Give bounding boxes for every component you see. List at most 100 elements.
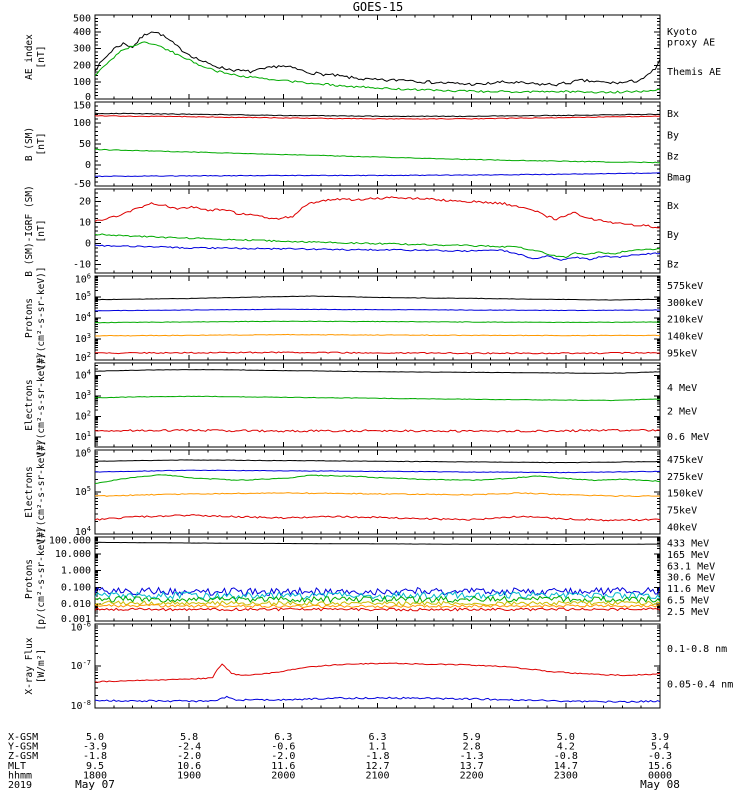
panel-border bbox=[94, 362, 661, 448]
y-axis-ticks bbox=[95, 623, 660, 709]
x-axis-ticks bbox=[94, 363, 661, 447]
legend-bz: Bz bbox=[667, 152, 679, 163]
panel-b-igrf: -10 0 10 20 B (SM)-IGRF (SM) [nT] Bx By Bz bbox=[24, 185, 679, 277]
series-95kev bbox=[95, 295, 660, 301]
panel-border bbox=[94, 14, 661, 100]
y-tick-label: 0.100 bbox=[61, 582, 91, 593]
y-axis-label: [p/(cm²-s-sr-keV)] bbox=[36, 528, 47, 631]
series-300kev bbox=[95, 333, 660, 337]
y-tick-label: 200 bbox=[73, 60, 91, 71]
legend-75kev: 75keV bbox=[667, 505, 697, 516]
series-75kev bbox=[95, 469, 660, 474]
y-tick-label: -10 bbox=[73, 260, 91, 271]
legend-95kev: 95keV bbox=[667, 348, 697, 359]
legend-2.5-mev: 2.5 MeV bbox=[667, 607, 709, 618]
y-axis-ticks bbox=[95, 101, 660, 187]
y-tick-label: 105 bbox=[75, 485, 91, 498]
footer-value-y-gsm-6: 5.4 bbox=[651, 742, 669, 753]
series-themis-ae bbox=[95, 31, 660, 87]
legend-proxy-ae: proxy AE bbox=[667, 38, 715, 49]
series-40kev bbox=[95, 459, 660, 464]
footer-value-x-gsm-2: 6.3 bbox=[274, 732, 292, 743]
legend-bmag: Bmag bbox=[667, 173, 691, 184]
legend-63.1-mev: 63.1 MeV bbox=[667, 561, 715, 572]
footer-value-x-gsm-0: 5.0 bbox=[86, 732, 104, 743]
y-axis-label: B (SM) bbox=[24, 127, 35, 161]
footer-value-hhmm-4: 2200 bbox=[460, 770, 484, 781]
panel-protons-kev: 102 103 104 105 106 Protons [#/(cm²-s-sr-keV)]… bbox=[24, 267, 703, 370]
legend-150kev: 150keV bbox=[667, 489, 703, 500]
y-tick-label: 500 bbox=[73, 14, 91, 25]
y-tick-label: 106 bbox=[75, 273, 91, 286]
series-30.6-mev bbox=[95, 595, 660, 604]
y-tick-label: 10-6 bbox=[71, 621, 91, 634]
legend-0.1-0.8-nm: 0.1-0.8 nm bbox=[667, 644, 727, 655]
legend-bx: Bx bbox=[667, 109, 679, 120]
y-tick-label: 0.010 bbox=[61, 599, 91, 610]
series-2.5-mev bbox=[95, 541, 660, 546]
footer-value-z-gsm-2: -2.0 bbox=[271, 751, 295, 762]
footer-value-hhmm-2: 2000 bbox=[271, 770, 295, 781]
legend-575kev: 575keV bbox=[667, 281, 703, 292]
series-275kev bbox=[95, 492, 660, 498]
y-axis-label: [#/(cm²-s-sr-keV)] bbox=[36, 267, 47, 370]
footer-value-x-gsm-6: 3.9 bbox=[651, 732, 669, 743]
y-tick-label: 1.000 bbox=[61, 566, 91, 577]
footer-value-hhmm-0: 1800 bbox=[83, 770, 107, 781]
footer-value-mlt-3: 12.7 bbox=[365, 761, 389, 772]
series-by bbox=[95, 233, 660, 259]
y-axis-label: Electrons bbox=[24, 379, 35, 430]
series-150kev bbox=[95, 474, 660, 484]
y-tick-label: 0 bbox=[85, 160, 91, 171]
x-axis-ticks bbox=[94, 537, 661, 621]
y-tick-label: 0 bbox=[85, 239, 91, 250]
panel-border bbox=[94, 275, 661, 361]
y-tick-label: 50 bbox=[79, 139, 91, 150]
footer-value-x-gsm-3: 6.3 bbox=[368, 732, 386, 743]
footer-value-z-gsm-3: -1.8 bbox=[365, 751, 389, 762]
x-axis-ticks bbox=[94, 15, 661, 99]
y-axis-label: [nT] bbox=[36, 133, 47, 156]
footer-value-hhmm-5: 2300 bbox=[554, 770, 578, 781]
footer-label-2019: 2019 bbox=[8, 780, 32, 791]
y-tick-label: 10.000 bbox=[55, 549, 91, 560]
panel-border bbox=[94, 623, 661, 709]
footer-value-mlt-0: 9.5 bbox=[86, 761, 104, 772]
legend-2-mev: 2 MeV bbox=[667, 407, 697, 418]
legend-6.5-mev: 6.5 MeV bbox=[667, 595, 709, 606]
panel-border bbox=[94, 188, 661, 274]
series-group bbox=[95, 662, 660, 704]
legend-433-mev: 433 MeV bbox=[667, 539, 709, 550]
legend-140kev: 140keV bbox=[667, 331, 703, 342]
y-tick-label: 100.000 bbox=[49, 536, 91, 547]
series-group bbox=[95, 196, 660, 261]
y-tick-label: -50 bbox=[73, 179, 91, 190]
footer-label-hhmm: hhmm bbox=[8, 770, 32, 781]
footer-value-y-gsm-1: -2.4 bbox=[177, 742, 201, 753]
series-bx bbox=[95, 244, 660, 261]
x-axis-ticks bbox=[94, 102, 661, 186]
panel-b-sm: -50 0 50 100 150 B (SM) [nT] Bx By Bz Bmag bbox=[24, 101, 691, 191]
y-tick-label: 10 bbox=[79, 218, 91, 229]
y-axis-label: B (SM)-IGRF (SM) bbox=[24, 185, 35, 277]
footer-value-y-gsm-5: 4.2 bbox=[557, 742, 575, 753]
y-axis-label: AE index bbox=[24, 34, 35, 80]
x-axis-ticks bbox=[94, 189, 661, 273]
footer-value-hhmm-1: 1900 bbox=[177, 770, 201, 781]
series-bmag bbox=[95, 112, 660, 118]
footer-value-mlt-6: 15.6 bbox=[648, 761, 672, 772]
legend-275kev: 275keV bbox=[667, 472, 703, 483]
legend-0.6-mev: 0.6 MeV bbox=[667, 432, 709, 443]
y-axis-label: [W/m²] bbox=[36, 649, 47, 683]
y-axis-label: [nT] bbox=[36, 46, 47, 69]
series-bx bbox=[95, 172, 660, 178]
legend-by: By bbox=[667, 131, 679, 142]
series-group bbox=[95, 459, 660, 522]
x-axis-ticks bbox=[94, 624, 661, 708]
y-axis-ticks bbox=[95, 536, 660, 622]
y-axis-ticks bbox=[95, 275, 660, 361]
y-tick-label: 0 bbox=[85, 92, 91, 103]
footer-value-x-gsm-4: 5.9 bbox=[463, 732, 481, 743]
